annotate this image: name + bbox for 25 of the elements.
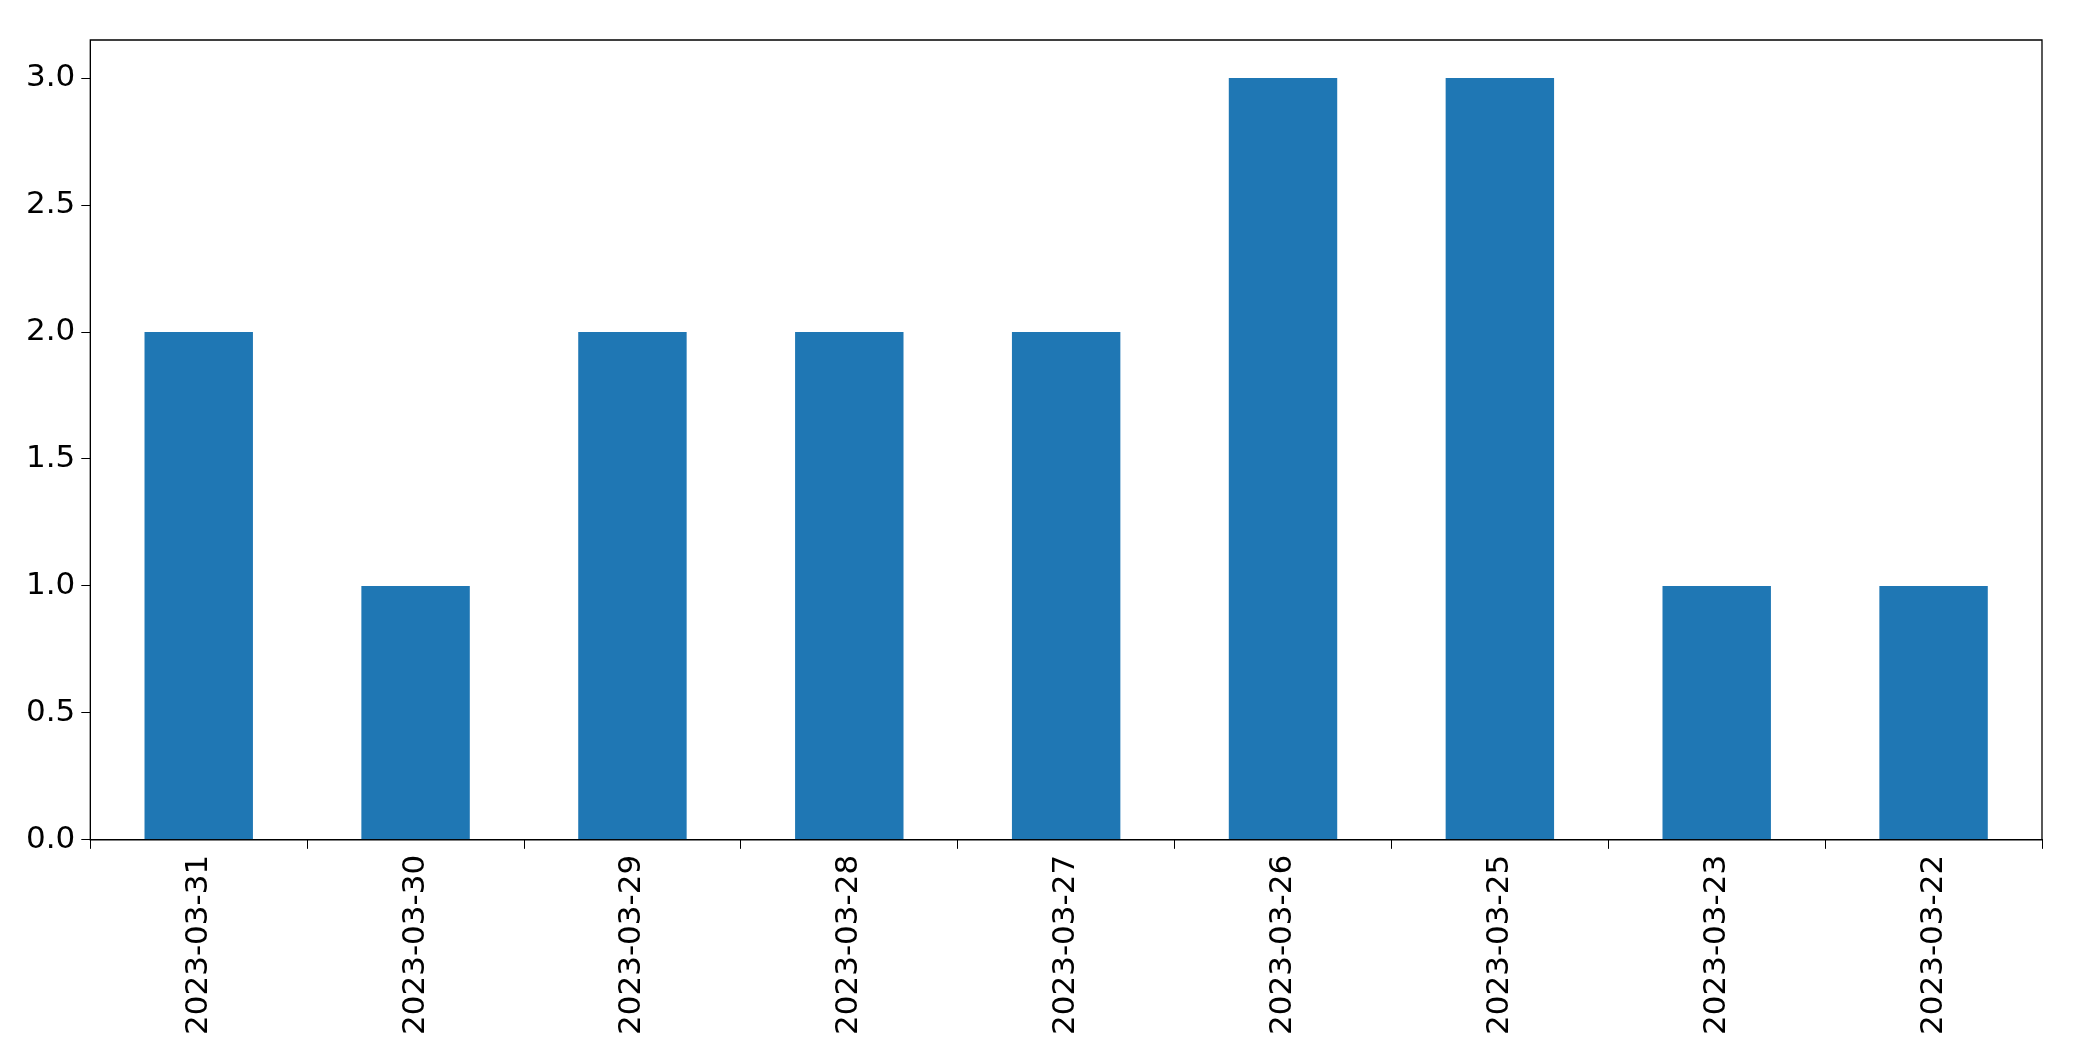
x-tick-label: 2023-03-30 xyxy=(394,854,431,1036)
bar xyxy=(795,332,904,840)
x-tick-label: 2023-03-28 xyxy=(828,854,865,1036)
y-tick-label: 0.5 xyxy=(25,691,76,728)
bar xyxy=(144,332,253,840)
y-tick-label: 2.0 xyxy=(25,311,76,348)
bar xyxy=(1879,585,1988,840)
x-tick-label: 2023-03-29 xyxy=(611,854,648,1036)
x-tick-label: 2023-03-31 xyxy=(177,854,214,1036)
bar xyxy=(578,332,687,840)
x-tick-label: 2023-03-22 xyxy=(1912,854,1949,1036)
bar xyxy=(1445,78,1555,840)
x-tick-label: 2023-03-23 xyxy=(1695,854,1732,1036)
bar xyxy=(1662,585,1771,840)
y-tick-label: 0.0 xyxy=(25,818,76,855)
y-tick-label: 1.0 xyxy=(25,564,76,601)
x-tick-label: 2023-03-26 xyxy=(1262,854,1299,1036)
y-tick-label: 3.0 xyxy=(25,57,76,94)
bar xyxy=(361,585,470,840)
x-tick-label: 2023-03-27 xyxy=(1045,854,1082,1036)
bar xyxy=(1228,78,1338,840)
x-tick-label: 2023-03-25 xyxy=(1478,854,1515,1036)
y-tick-label: 2.5 xyxy=(25,184,76,221)
bar xyxy=(1011,332,1121,840)
y-tick-label: 1.5 xyxy=(25,438,76,475)
